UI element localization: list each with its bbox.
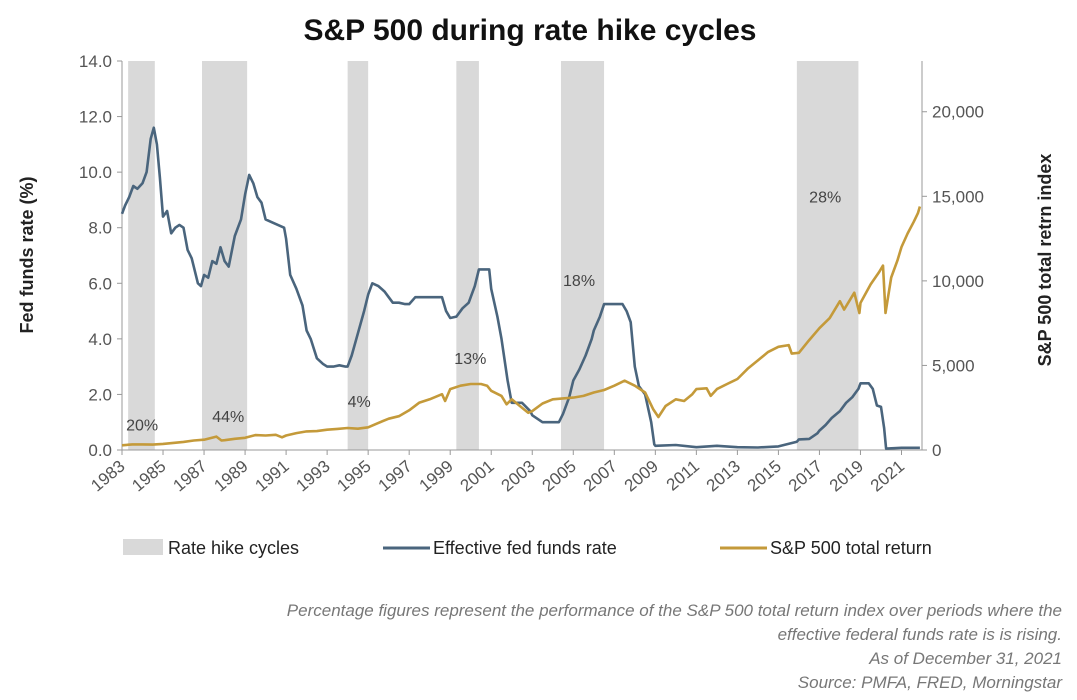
x-tick-label: 1987 xyxy=(169,457,210,496)
x-tick-label: 1995 xyxy=(334,457,375,496)
x-tick-label: 2001 xyxy=(457,457,498,496)
x-tick-label: 2015 xyxy=(744,457,785,496)
y-axis-left-title: Fed funds rate (%) xyxy=(17,176,37,333)
x-tick-label: 2017 xyxy=(785,457,826,496)
legend-label-sp500: S&P 500 total return xyxy=(770,538,932,558)
legend-label-rate-hike: Rate hike cycles xyxy=(168,538,299,558)
x-tick-label: 2005 xyxy=(539,457,580,496)
x-tick-label: 1983 xyxy=(87,457,128,496)
x-tick-label: 2003 xyxy=(498,457,539,496)
rate-hike-band-1 xyxy=(202,61,248,450)
y-left-tick-label: 0.0 xyxy=(88,441,112,460)
x-tick-label: 1989 xyxy=(210,457,251,496)
y-left-tick-label: 14.0 xyxy=(79,52,112,71)
annotation-label: 28% xyxy=(809,190,841,207)
annotation-label: 13% xyxy=(454,351,486,368)
x-tick-label: 2019 xyxy=(826,457,867,496)
x-tick-label: 2009 xyxy=(621,457,662,496)
footnote-line-3: As of December 31, 2021 xyxy=(869,649,1062,668)
x-tick-label: 2011 xyxy=(663,457,703,495)
x-tick-label: 1993 xyxy=(293,457,334,496)
y-axis-right-title: S&P 500 total retrn index xyxy=(1035,154,1055,367)
y-left-tick-label: 12.0 xyxy=(79,108,112,127)
footnote-line-4: Source: PMFA, FRED, Morningstar xyxy=(797,673,1062,692)
x-tick-label: 1999 xyxy=(416,457,457,496)
sp500-total-return-line xyxy=(121,206,922,447)
rate-hike-band-5 xyxy=(796,61,859,450)
legend: Rate hike cycles Effective fed funds rat… xyxy=(123,538,932,558)
rate-hike-shading xyxy=(128,61,859,450)
series-lines xyxy=(120,126,922,450)
y-right-tick-label: 10,000 xyxy=(932,272,984,291)
footnote-line-1: Percentage figures represent the perform… xyxy=(286,601,1062,620)
fed-funds-rate-line xyxy=(120,126,920,450)
legend-label-fed-funds: Effective fed funds rate xyxy=(433,538,617,558)
y-right-tick-label: 5,000 xyxy=(932,356,975,375)
x-tick-label: 2007 xyxy=(580,457,621,496)
y-left-tick-label: 8.0 xyxy=(88,219,112,238)
y-right-tick-label: 15,000 xyxy=(932,187,984,206)
rate-hike-band-3 xyxy=(456,61,479,450)
y-left-tick-label: 6.0 xyxy=(88,274,112,293)
x-tick-label: 2021 xyxy=(867,457,908,496)
x-tick-label: 1997 xyxy=(375,457,416,496)
y-right-tick-label: 20,000 xyxy=(932,103,984,122)
annotations: 20% 44% 4% 13% 18% 28% xyxy=(126,190,841,435)
annotation-label: 20% xyxy=(126,418,158,435)
chart-title: S&P 500 during rate hike cycles xyxy=(303,14,756,47)
x-tick-label: 2013 xyxy=(703,457,744,496)
y-right-tick-label: 0 xyxy=(932,441,941,460)
annotation-label: 44% xyxy=(212,409,244,426)
rate-hike-band-0 xyxy=(128,61,155,450)
rate-hike-band-4 xyxy=(560,61,605,450)
annotation-label: 18% xyxy=(563,273,595,290)
rate-hike-band-2 xyxy=(347,61,369,450)
chart-svg: S&P 500 during rate hike cycles 0.0 2.0 4.… xyxy=(17,14,1055,558)
annotation-label: 4% xyxy=(348,394,371,411)
y-left-tick-label: 2.0 xyxy=(88,385,112,404)
legend-swatch-rate-hike xyxy=(123,539,163,555)
footnote-line-2: effective federal funds rate is is risin… xyxy=(777,625,1062,644)
y-left-tick-label: 10.0 xyxy=(79,163,112,182)
y-left-tick-label: 4.0 xyxy=(88,330,112,349)
x-tick-label: 1991 xyxy=(251,457,292,496)
x-tick-label: 1985 xyxy=(128,457,169,496)
